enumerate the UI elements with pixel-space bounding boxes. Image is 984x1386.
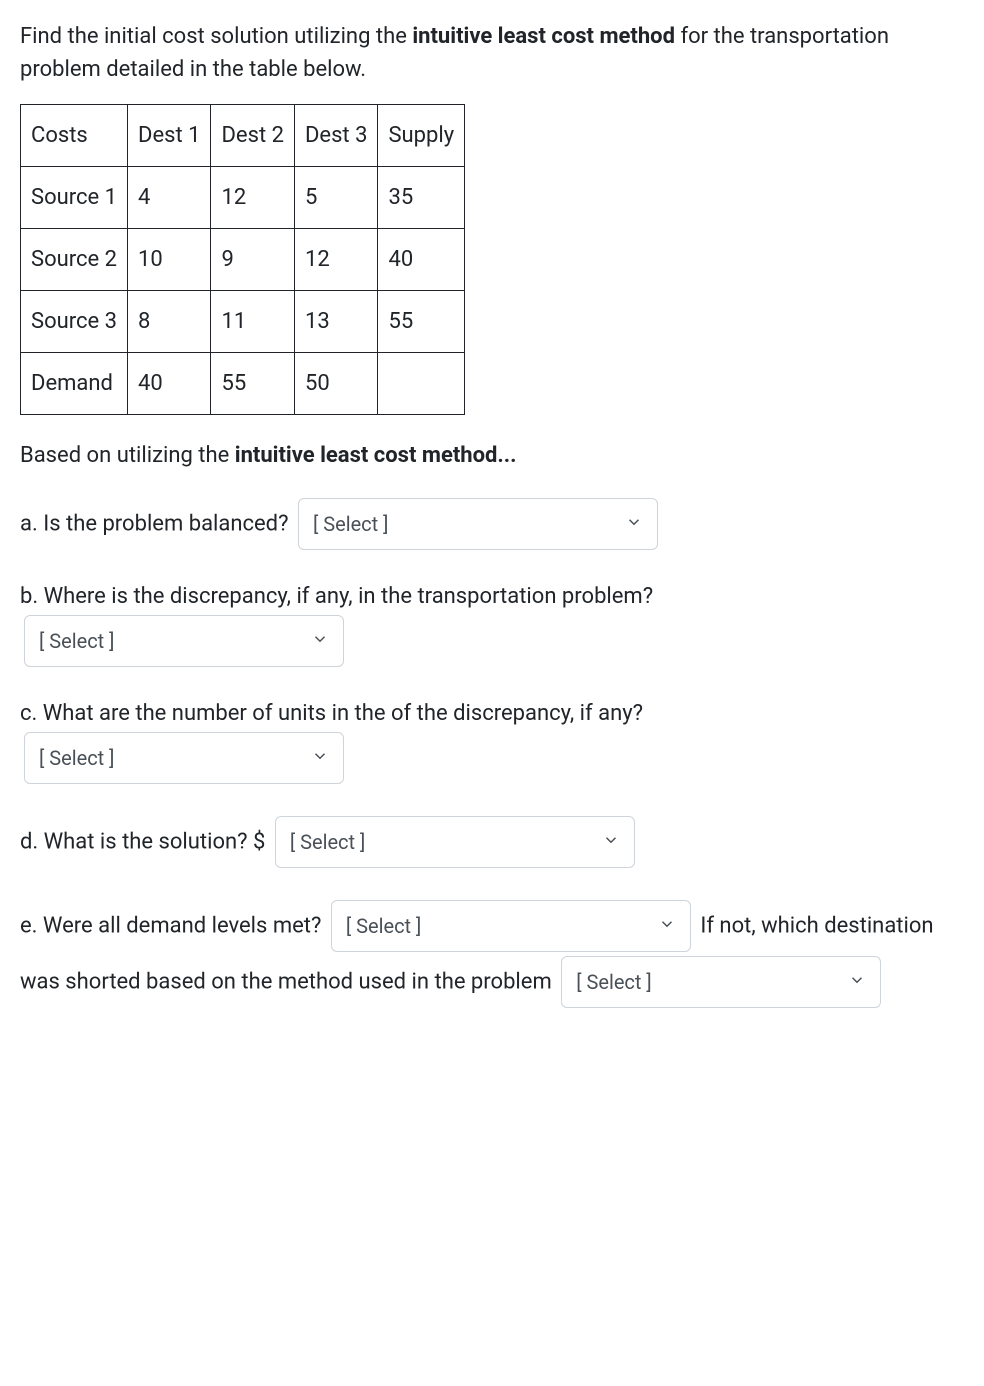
cost-table: Costs Dest 1 Dest 2 Dest 3 Supply Source…: [20, 104, 465, 415]
table-header-cell: Costs: [21, 105, 128, 167]
table-cell: 12: [294, 229, 377, 291]
table-header-cell: Dest 2: [211, 105, 294, 167]
table-cell: 55: [211, 353, 294, 415]
chevron-down-icon: [602, 827, 620, 857]
chevron-down-icon: [658, 911, 676, 941]
table-cell: 11: [211, 291, 294, 353]
table-cell: 4: [128, 167, 211, 229]
select-a[interactable]: [ Select ]: [298, 498, 658, 550]
question-e-label1: e. Were all demand levels met?: [20, 914, 321, 939]
table-cell: Demand: [21, 353, 128, 415]
instruction-bold1: intuitive least cost method: [412, 24, 675, 49]
subheading-text: Based on utilizing the intuitive least c…: [20, 439, 964, 472]
select-e1[interactable]: [ Select ]: [331, 900, 691, 952]
question-a-label: a. Is the problem balanced?: [20, 512, 289, 537]
table-header-cell: Dest 1: [128, 105, 211, 167]
table-row: Demand 40 55 50: [21, 353, 465, 415]
table-cell: 10: [128, 229, 211, 291]
table-cell: 12: [211, 167, 294, 229]
table-cell: 5: [294, 167, 377, 229]
select-c[interactable]: [ Select ]: [24, 732, 344, 784]
table-cell: Source 2: [21, 229, 128, 291]
table-cell: 55: [378, 291, 465, 353]
table-cell: 40: [128, 353, 211, 415]
question-c: c. What are the number of units in the o…: [20, 697, 964, 786]
select-placeholder: [ Select ]: [576, 967, 652, 997]
chevron-down-icon: [311, 626, 329, 656]
select-placeholder: [ Select ]: [39, 626, 115, 656]
select-placeholder: [ Select ]: [313, 509, 389, 539]
instruction-part1: Find the initial cost solution utilizing…: [20, 24, 412, 49]
question-a: a. Is the problem balanced? [ Select ]: [20, 496, 964, 552]
table-cell: 40: [378, 229, 465, 291]
table-row: Source 2 10 9 12 40: [21, 229, 465, 291]
table-header-cell: Dest 3: [294, 105, 377, 167]
instruction-text: Find the initial cost solution utilizing…: [20, 20, 964, 86]
table-cell: [378, 353, 465, 415]
subheading-part1: Based on utilizing the: [20, 443, 235, 468]
table-cell: 8: [128, 291, 211, 353]
chevron-down-icon: [311, 743, 329, 773]
select-placeholder: [ Select ]: [346, 911, 422, 941]
table-cell: Source 3: [21, 291, 128, 353]
table-row: Source 3 8 11 13 55: [21, 291, 465, 353]
question-b: b. Where is the discrepancy, if any, in …: [20, 580, 964, 669]
table-cell: 50: [294, 353, 377, 415]
subheading-bold1: intuitive least cost method...: [235, 443, 517, 468]
table-cell: 35: [378, 167, 465, 229]
select-e2[interactable]: [ Select ]: [561, 956, 881, 1008]
question-d-label: d. What is the solution? $: [20, 830, 265, 855]
select-d[interactable]: [ Select ]: [275, 816, 635, 868]
select-placeholder: [ Select ]: [39, 743, 115, 773]
question-c-label: c. What are the number of units in the o…: [20, 697, 964, 730]
chevron-down-icon: [625, 509, 643, 539]
table-cell: 13: [294, 291, 377, 353]
table-cell: 9: [211, 229, 294, 291]
question-b-label: b. Where is the discrepancy, if any, in …: [20, 580, 964, 613]
select-placeholder: [ Select ]: [290, 827, 366, 857]
table-cell: Source 1: [21, 167, 128, 229]
table-header-cell: Supply: [378, 105, 465, 167]
question-e: e. Were all demand levels met? [ Select …: [20, 898, 964, 1010]
select-b[interactable]: [ Select ]: [24, 615, 344, 667]
table-header-row: Costs Dest 1 Dest 2 Dest 3 Supply: [21, 105, 465, 167]
table-row: Source 1 4 12 5 35: [21, 167, 465, 229]
question-d: d. What is the solution? $ [ Select ]: [20, 814, 964, 870]
chevron-down-icon: [848, 967, 866, 997]
